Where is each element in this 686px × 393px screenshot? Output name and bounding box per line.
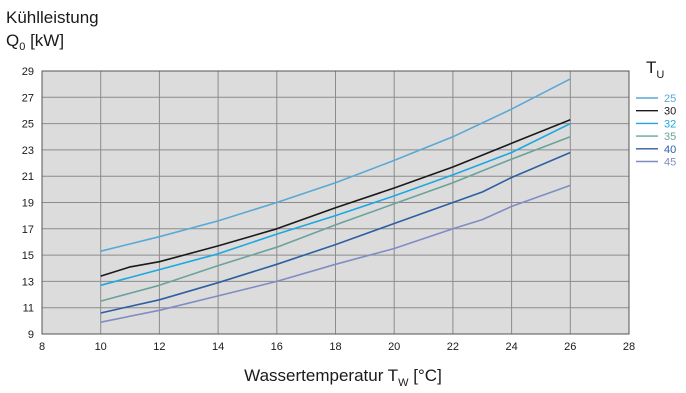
legend-title-symbol: T: [646, 58, 657, 77]
x-tick-label: 20: [388, 341, 400, 353]
x-tick-label: 10: [95, 341, 107, 353]
x-axis-label-text: Wassertemperatur T: [244, 366, 399, 385]
y-axis-label-subscript: 0: [19, 41, 26, 53]
y-tick-label: 25: [22, 119, 34, 131]
x-tick-label: 8: [39, 341, 45, 353]
x-tick-label: 16: [271, 341, 283, 353]
y-tick-label: 15: [22, 250, 34, 262]
y-tick-label: 27: [22, 92, 34, 104]
series-line-25: [100, 78, 571, 252]
legend-label-32: 32: [664, 118, 676, 130]
y-axis-label: Kühlleistung Q0 [kW]: [6, 6, 99, 59]
series-line-40: [100, 151, 571, 314]
series-line-32: [100, 122, 571, 287]
y-tick-label: 11: [23, 303, 34, 315]
series-line-45: [100, 184, 571, 323]
y-tick-label: 19: [22, 198, 34, 210]
y-tick-label: 13: [22, 276, 34, 288]
legend-label-45: 45: [664, 157, 676, 169]
series-line-35: [100, 136, 571, 302]
legend-title-subscript: U: [656, 69, 665, 81]
y-tick-label: 17: [22, 224, 34, 236]
x-tick-label: 18: [329, 341, 341, 353]
y-tick-label: 9: [28, 329, 34, 341]
legend-label-25: 25: [664, 93, 676, 105]
x-axis-label-subscript: W: [398, 377, 409, 389]
y-tick-label: 23: [22, 145, 34, 157]
x-axis-label-unit: [°C]: [408, 366, 442, 385]
legend-title: TU: [646, 58, 664, 81]
y-tick-label: 21: [22, 171, 34, 183]
y-axis-label-line1: Kühlleistung: [6, 8, 99, 27]
x-tick-label: 24: [505, 341, 517, 353]
x-tick-label: 26: [564, 341, 576, 353]
y-axis-label-symbol: Q: [6, 31, 20, 50]
y-axis-label-line2: Q0 [kW]: [6, 29, 99, 59]
y-tick-label: 29: [22, 66, 34, 78]
plot-border: [41, 70, 630, 335]
y-axis-label-unit: [kW]: [25, 31, 65, 50]
series-line-30: [100, 118, 571, 277]
x-tick-label: 12: [153, 341, 165, 353]
legend-label-30: 30: [664, 106, 676, 118]
x-tick-label: 14: [212, 341, 224, 353]
x-axis-label: Wassertemperatur TW [°C]: [0, 366, 686, 389]
x-tick-label: 28: [623, 341, 635, 353]
legend-label-40: 40: [664, 144, 676, 156]
legend-label-35: 35: [664, 131, 676, 143]
x-tick-label: 22: [447, 341, 459, 353]
